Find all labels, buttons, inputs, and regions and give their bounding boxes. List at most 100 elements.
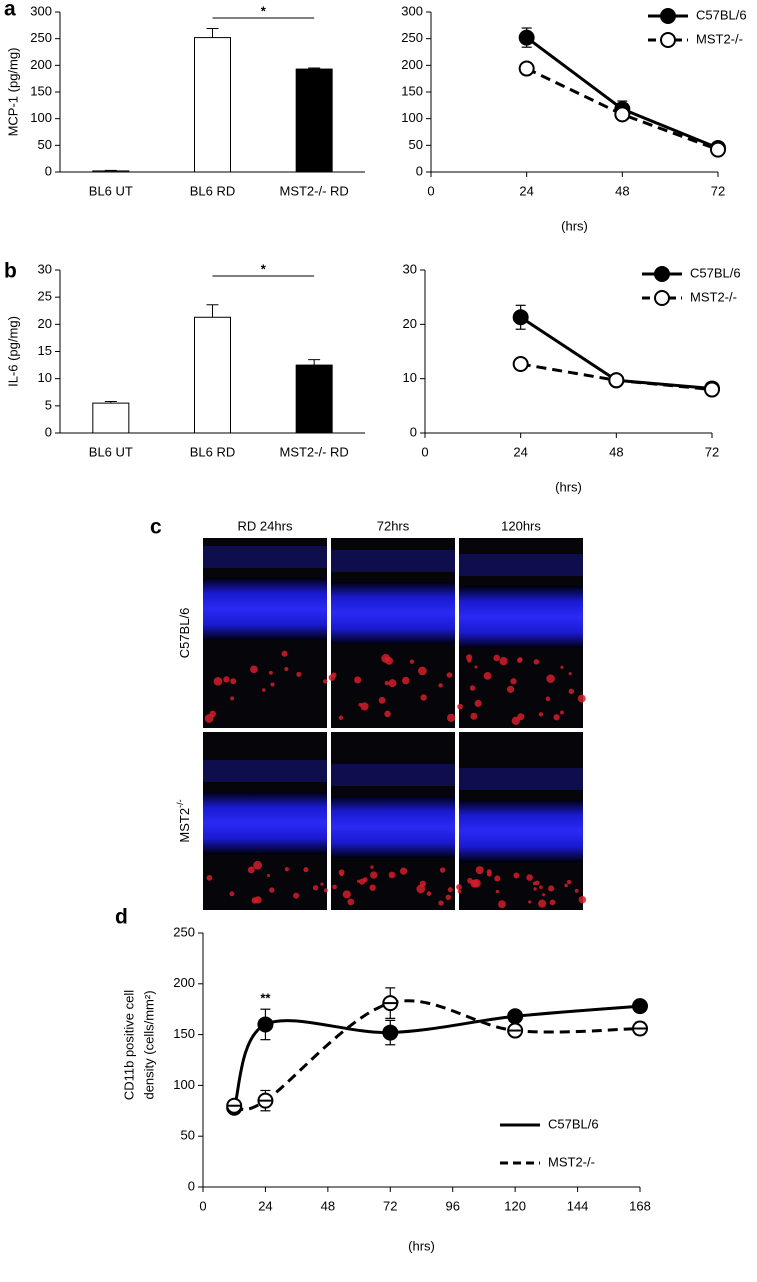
cell [269, 887, 275, 893]
cell [250, 665, 258, 674]
micrograph-grid [203, 538, 587, 910]
y-tick-label: 100 [401, 110, 423, 125]
cell [566, 879, 572, 885]
cell [456, 884, 462, 890]
x-tick-label: 48 [615, 183, 629, 198]
y-axis-label: CD11b positive cell [121, 990, 136, 1100]
x-tick-label: BL6 RD [190, 444, 236, 459]
outer-layer [459, 554, 583, 576]
y-tick-label: 50 [409, 137, 423, 152]
marker [608, 372, 625, 389]
cell [486, 871, 492, 877]
column-label: RD 24hrs [238, 518, 293, 533]
marker [660, 8, 676, 24]
cell [466, 654, 473, 661]
cell [338, 715, 344, 720]
y-tick-label: 150 [173, 1026, 195, 1041]
marker [654, 290, 670, 306]
marker [632, 998, 648, 1015]
cell [339, 872, 344, 877]
y-tick-label: 0 [188, 1178, 195, 1193]
cell [362, 877, 368, 883]
y-tick-label: 100 [30, 110, 52, 125]
cell [446, 713, 456, 722]
x-tick-label: 144 [567, 1198, 589, 1213]
y-tick-label: 20 [38, 316, 52, 331]
row-label-base: C57BL/6 [177, 608, 192, 659]
cell [370, 865, 374, 869]
y-tick-label: 10 [38, 370, 52, 385]
cell [303, 867, 309, 873]
cell [526, 874, 533, 881]
x-tick-label: 72 [705, 444, 719, 459]
y-tick-label: 200 [401, 57, 423, 72]
nuclear-layer [203, 578, 327, 640]
panel-label: d [115, 906, 128, 929]
y-tick-label: 30 [403, 261, 417, 276]
cell [548, 885, 555, 892]
cell [342, 890, 351, 899]
marker [660, 32, 676, 48]
marker [382, 1024, 399, 1041]
cell [528, 900, 532, 904]
x-tick-label: BL6 UT [89, 183, 133, 198]
legend-label: C57BL/6 [696, 7, 747, 22]
bar [295, 364, 333, 434]
cell [447, 887, 453, 893]
cell [247, 866, 255, 874]
bar [295, 68, 333, 173]
cell [511, 716, 521, 725]
cell [474, 699, 482, 707]
marker [518, 60, 535, 77]
row-label: MST2-/- [175, 799, 192, 842]
cell [513, 872, 520, 879]
cell [229, 891, 235, 897]
cell [230, 678, 237, 685]
cell [223, 676, 230, 683]
cell [498, 900, 506, 909]
x-tick-label: 72 [383, 1198, 397, 1213]
y-tick-label: 50 [38, 137, 52, 152]
y-tick-label: 0 [416, 163, 423, 178]
nuclear-layer [331, 796, 455, 858]
cell [553, 714, 560, 721]
nuclear-layer [459, 800, 583, 862]
cell [457, 703, 463, 710]
cell [416, 884, 426, 894]
cell [320, 882, 324, 886]
y-tick-label: 150 [30, 83, 52, 98]
cell [281, 650, 288, 657]
cell [293, 892, 300, 899]
cell [360, 702, 369, 711]
x-tick-label: 0 [427, 183, 434, 198]
cell [568, 688, 575, 695]
cell [357, 879, 361, 883]
cell [439, 867, 446, 873]
cell [495, 889, 500, 894]
cell [546, 674, 555, 683]
y-axis-label: IL-6 (pg/mg) [5, 316, 20, 387]
y-tick-label: 5 [45, 397, 52, 412]
y-tick-label: 50 [181, 1128, 195, 1143]
significance: ** [260, 991, 271, 1006]
panel-label: c [150, 516, 162, 539]
legend-label: MST2-/- [690, 289, 737, 304]
x-axis-label: (hrs) [408, 1238, 435, 1253]
y-tick-label: 200 [173, 975, 195, 990]
cell [426, 891, 432, 896]
column-label: 72hrs [377, 518, 410, 533]
marker [257, 1016, 274, 1033]
cell [253, 860, 263, 870]
cell [420, 694, 427, 701]
cell [560, 710, 564, 715]
marker [512, 355, 529, 372]
cell [445, 894, 452, 901]
x-tick-label: 48 [609, 444, 623, 459]
y-tick-label: 100 [173, 1077, 195, 1092]
y-tick-label: 0 [45, 163, 52, 178]
x-tick-label: 120 [504, 1198, 526, 1213]
marker [704, 381, 720, 398]
panel-label: b [4, 260, 17, 283]
x-axis-label: (hrs) [561, 218, 588, 233]
